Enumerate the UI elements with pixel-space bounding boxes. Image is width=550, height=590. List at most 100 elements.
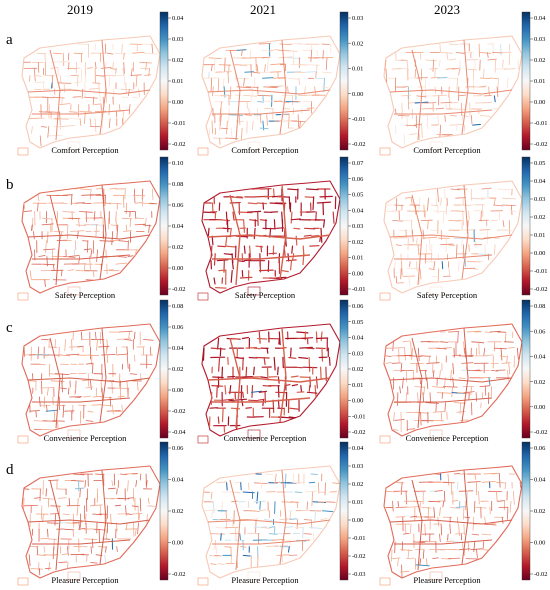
street-segment <box>229 86 232 100</box>
colorbar-tick-label: 0.01 <box>534 232 545 239</box>
street-segment <box>60 125 75 127</box>
colorbar: 0.04 0.03 0.02 0.01 0.00 -0.01 -0.02 <box>521 11 548 151</box>
street-segment <box>488 86 490 96</box>
street-segment <box>109 187 117 190</box>
colorbar-tick-label: 0.00 <box>534 540 545 547</box>
street-segment <box>260 71 270 74</box>
street-segment <box>270 63 284 66</box>
arterial-road <box>99 327 107 423</box>
arterial-road <box>279 469 287 565</box>
arterial-road <box>49 49 61 141</box>
street-segment <box>315 211 317 222</box>
street-segment <box>232 211 235 221</box>
street-segment <box>92 96 95 106</box>
street-segment <box>446 52 449 60</box>
street-segment <box>116 353 129 356</box>
street-segment <box>399 386 401 394</box>
colorbar-gradient <box>159 299 169 439</box>
colorbar-tick-label: 0.03 <box>534 36 545 43</box>
street-segment <box>275 227 285 229</box>
street-segment <box>61 96 63 104</box>
street-segment <box>421 507 432 509</box>
colorbar-tick-label: -0.02 <box>534 429 548 436</box>
street-segment <box>490 370 499 372</box>
colorbar-tick-label: -0.01 <box>352 286 366 293</box>
street-segment <box>134 223 146 226</box>
street-segment <box>253 526 268 528</box>
street-segment <box>283 526 294 528</box>
street-segment <box>453 237 468 240</box>
street-segment <box>475 237 477 249</box>
street-segment <box>64 338 66 352</box>
street-segment <box>239 276 253 279</box>
street-segment <box>135 480 137 487</box>
colorbar-tick-label: 0.04 <box>172 15 184 22</box>
street-segment <box>302 366 318 369</box>
city-boundary <box>21 465 161 579</box>
street-segment <box>393 236 407 239</box>
street-segment <box>228 399 235 402</box>
street-segment <box>437 77 448 79</box>
street-segment <box>483 354 494 357</box>
street-segment <box>89 87 99 90</box>
colorbar-tick-label: -0.02 <box>534 286 548 293</box>
arterial-road <box>212 539 311 545</box>
street-segment <box>241 336 250 340</box>
street-segment <box>430 229 438 231</box>
street-segment <box>126 513 133 515</box>
street-segment <box>453 473 460 475</box>
street-segment <box>109 202 122 205</box>
street-segment <box>480 115 491 117</box>
street-segment <box>508 52 511 66</box>
street-segment <box>231 337 239 340</box>
arterial-road <box>229 49 241 141</box>
street-segment <box>210 533 225 535</box>
street-segment <box>74 81 83 84</box>
street-segment <box>255 245 264 248</box>
colorbar-gradient <box>521 299 531 439</box>
street-segment <box>478 490 480 505</box>
street-segment <box>222 398 235 401</box>
street-segment <box>262 399 265 407</box>
street-segment <box>290 501 299 503</box>
arterial-road <box>27 519 151 525</box>
street-segment <box>455 506 466 508</box>
panel-caption: Pleasure Perception <box>413 575 481 585</box>
street-segment <box>323 77 325 93</box>
street-segment <box>452 354 461 357</box>
outlying-block <box>197 292 209 301</box>
street-segment <box>218 356 221 372</box>
street-segment <box>38 111 52 113</box>
street-segment <box>455 197 467 199</box>
street-segment <box>211 120 214 134</box>
street-segment <box>43 554 56 556</box>
colorbar-tick-label: 0.06 <box>352 303 364 310</box>
colorbar: 0.06 0.04 0.02 0.00 -0.02 <box>521 441 548 581</box>
outlying-block <box>67 429 81 439</box>
street-segment <box>449 523 451 534</box>
arterial-road <box>99 39 107 135</box>
colorbar-tick-label: 0.03 <box>172 36 183 43</box>
street-segment <box>414 386 425 388</box>
street-segment <box>210 77 213 92</box>
street-segment <box>274 545 288 547</box>
arterial-road <box>394 539 493 545</box>
street-segment <box>236 49 247 51</box>
street-segment <box>405 523 407 534</box>
street-segment <box>400 268 402 280</box>
colorbar-gradient <box>339 441 349 581</box>
street-segment <box>497 500 506 502</box>
street-segment <box>86 354 100 357</box>
street-segment <box>503 68 516 70</box>
street-segment <box>253 347 261 350</box>
street-segment <box>410 523 412 534</box>
street-segment <box>108 118 111 128</box>
city-boundary <box>21 323 161 437</box>
street-segment <box>63 256 76 258</box>
street-segment <box>94 331 97 340</box>
street-segment <box>448 220 461 222</box>
street-segment <box>465 59 478 61</box>
panel-caption: Pleasure Perception <box>231 575 299 585</box>
street-segment <box>279 43 292 46</box>
street-segment <box>303 234 312 237</box>
